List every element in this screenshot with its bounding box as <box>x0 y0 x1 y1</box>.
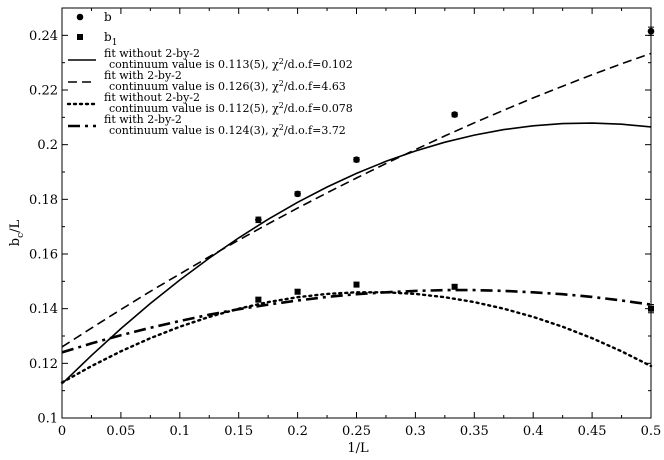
legend-fit-value: continuum value is 0.124(3), χ <box>109 124 279 137</box>
legend-fit-continuum: continuum value is 0.124(3), χ2/d.o.f=3.… <box>109 123 346 137</box>
y-tick-label: 0.14 <box>29 302 58 317</box>
legend-fit-value: continuum value is 0.126(3), χ <box>109 80 279 93</box>
legend-fit-dof: /d.o.f=0.078 <box>284 102 353 115</box>
x-tick-label: 0.2 <box>287 424 308 439</box>
legend-fit-continuum: continuum value is 0.113(5), χ2/d.o.f=0.… <box>109 57 353 71</box>
data-point-b <box>255 216 262 224</box>
legend-fit-continuum: continuum value is 0.126(3), χ2/d.o.f=4.… <box>109 79 346 93</box>
fit-curve-4 <box>61 288 652 354</box>
legend-marker-b <box>76 13 84 21</box>
x-tick-label: 0.25 <box>342 424 371 439</box>
y-axis-label-sub: c <box>16 233 26 238</box>
legend-label-series-1: b <box>104 10 112 24</box>
y-axis-label-suffix: /L <box>8 219 23 232</box>
x-tick-label: 0.05 <box>106 424 135 439</box>
x-tick-label: 0.45 <box>578 424 607 439</box>
data-point-b <box>294 190 301 198</box>
fit-curve-1 <box>61 122 652 385</box>
legend-series-subscript: 1 <box>112 38 118 48</box>
y-axis-ticks: 0.1 0.12 0.14 0.16 0.18 0.2 0.22 0.24 <box>29 7 651 427</box>
x-axis-label: 1/L <box>347 441 369 456</box>
legend-fit-dof: /d.o.f=0.102 <box>284 58 353 71</box>
x-tick-label: 0.15 <box>224 424 253 439</box>
legend-fit-title: fit without 2-by-2 <box>104 47 200 60</box>
legend-series-name: b <box>104 30 112 44</box>
y-axis-label-main: b <box>8 238 23 246</box>
legend-series-name: b <box>104 10 112 24</box>
fit-curve-2 <box>61 52 652 348</box>
y-tick-label: 0.18 <box>29 193 58 208</box>
legend-fit-value: continuum value is 0.112(5), χ <box>109 102 279 115</box>
legend-fit-title: fit with 2-by-2 <box>104 69 182 82</box>
x-axis-ticks: 0 0.05 0.1 0.15 0.2 0.25 0.3 0.35 0.4 0.45 0.5 <box>58 8 661 439</box>
data-point-b1 <box>294 288 301 295</box>
x-tick-label: 0.35 <box>460 424 489 439</box>
legend-fit-title: fit without 2-by-2 <box>104 91 200 104</box>
y-tick-label: 0.16 <box>29 248 58 263</box>
y-tick-label: 0.2 <box>37 138 58 153</box>
data-point-b1 <box>255 296 262 303</box>
data-point-b <box>451 111 458 118</box>
legend-fit-continuum: continuum value is 0.112(5), χ2/d.o.f=0.… <box>109 101 353 115</box>
y-axis-label: bc/L <box>8 219 26 246</box>
x-tick-label: 0.5 <box>641 424 662 439</box>
legend-fit-chi-sup: 2 <box>279 79 284 88</box>
legend-marker-b1 <box>77 34 83 40</box>
fit-curves <box>60 52 653 385</box>
data-point-b1 <box>353 281 360 288</box>
y-tick-label: 0.12 <box>29 357 58 372</box>
legend-fit-chi-sup: 2 <box>279 57 284 66</box>
legend-label-series-2: b1 <box>104 30 117 48</box>
data-point-b1 <box>451 283 458 290</box>
x-tick-label: 0.3 <box>405 424 426 439</box>
fit-curve-3 <box>60 291 653 384</box>
data-point-b <box>353 156 360 163</box>
legend-fit-dof: /d.o.f=3.72 <box>284 124 346 137</box>
legend-fit-chi-sup: 2 <box>279 123 284 132</box>
legend-fit-dof: /d.o.f=4.63 <box>284 80 346 93</box>
y-tick-label: 0.1 <box>37 412 58 427</box>
legend-fit-title: fit with 2-by-2 <box>104 113 182 126</box>
x-tick-label: 0.4 <box>523 424 544 439</box>
y-tick-label: 0.24 <box>29 29 58 44</box>
legend-fit-chi-sup: 2 <box>279 101 284 110</box>
legend-fit-value: continuum value is 0.113(5), χ <box>109 58 279 71</box>
data-points <box>255 26 655 314</box>
y-tick-label: 0.22 <box>29 84 58 99</box>
x-tick-label: 0 <box>58 424 66 439</box>
x-tick-label: 0.1 <box>169 424 190 439</box>
